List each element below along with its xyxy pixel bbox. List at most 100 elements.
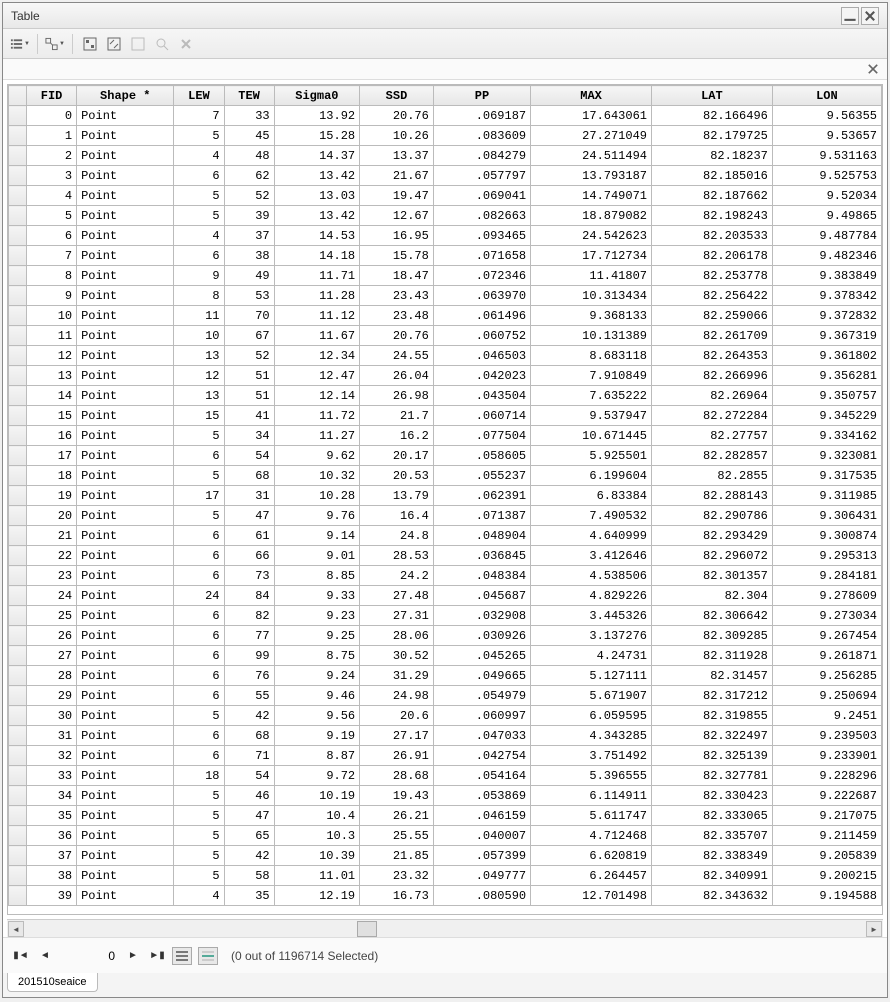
table-row[interactable]: 18Point56810.3220.53.0552376.19960482.28… bbox=[9, 466, 882, 486]
row-selector-cell[interactable] bbox=[9, 826, 27, 846]
layer-tab[interactable]: 201510seaice bbox=[7, 973, 98, 992]
record-number-input[interactable] bbox=[59, 947, 119, 965]
column-header-lon[interactable]: LON bbox=[772, 86, 881, 106]
table-row[interactable]: 13Point125112.4726.04.0420237.91084982.2… bbox=[9, 366, 882, 386]
table-row[interactable]: 31Point6689.1927.17.0470334.34328582.322… bbox=[9, 726, 882, 746]
table-row[interactable]: 12Point135212.3424.55.0465038.68311882.2… bbox=[9, 346, 882, 366]
table-row[interactable]: 7Point63814.1815.78.07165817.71273482.20… bbox=[9, 246, 882, 266]
row-selector-cell[interactable] bbox=[9, 706, 27, 726]
table-row[interactable]: 32Point6718.8726.91.0427543.75149282.325… bbox=[9, 746, 882, 766]
table-row[interactable]: 22Point6669.0128.53.0368453.41264682.296… bbox=[9, 546, 882, 566]
row-selector-cell[interactable] bbox=[9, 286, 27, 306]
table-row[interactable]: 36Point56510.325.55.0400074.71246882.335… bbox=[9, 826, 882, 846]
table-row[interactable]: 37Point54210.3921.85.0573996.62081982.33… bbox=[9, 846, 882, 866]
table-row[interactable]: 29Point6559.4624.98.0549795.67190782.317… bbox=[9, 686, 882, 706]
table-row[interactable]: 1Point54515.2810.26.08360927.27104982.17… bbox=[9, 126, 882, 146]
row-selector-cell[interactable] bbox=[9, 126, 27, 146]
scroll-thumb[interactable] bbox=[357, 921, 377, 937]
table-row[interactable]: 4Point55213.0319.47.06904114.74907182.18… bbox=[9, 186, 882, 206]
row-selector-cell[interactable] bbox=[9, 626, 27, 646]
minimize-button[interactable] bbox=[841, 7, 859, 25]
zoom-selected-button[interactable] bbox=[151, 33, 173, 55]
table-row[interactable]: 28Point6769.2431.29.0496655.12711182.314… bbox=[9, 666, 882, 686]
table-row[interactable]: 24Point24849.3327.48.0456874.82922682.30… bbox=[9, 586, 882, 606]
table-row[interactable]: 38Point55811.0123.32.0497776.26445782.34… bbox=[9, 866, 882, 886]
table-row[interactable]: 20Point5479.7616.4.0713877.49053282.2907… bbox=[9, 506, 882, 526]
related-tables-button[interactable]: ▼ bbox=[44, 33, 66, 55]
row-selector-cell[interactable] bbox=[9, 746, 27, 766]
row-selector-cell[interactable] bbox=[9, 226, 27, 246]
row-selector-cell[interactable] bbox=[9, 406, 27, 426]
table-row[interactable]: 0Point73313.9220.76.06918717.64306182.16… bbox=[9, 106, 882, 126]
row-selector-cell[interactable] bbox=[9, 806, 27, 826]
show-selected-records-button[interactable] bbox=[198, 947, 218, 965]
column-header-lat[interactable]: LAT bbox=[651, 86, 772, 106]
table-row[interactable]: 3Point66213.4221.67.05779713.79318782.18… bbox=[9, 166, 882, 186]
column-header-fid[interactable]: FID bbox=[27, 86, 77, 106]
next-record-button[interactable]: ► bbox=[123, 946, 143, 966]
row-selector-cell[interactable] bbox=[9, 726, 27, 746]
row-selector-cell[interactable] bbox=[9, 146, 27, 166]
table-row[interactable]: 25Point6829.2327.31.0329083.44532682.306… bbox=[9, 606, 882, 626]
table-row[interactable]: 15Point154111.7221.7.0607149.53794782.27… bbox=[9, 406, 882, 426]
row-selector-cell[interactable] bbox=[9, 346, 27, 366]
table-row[interactable]: 5Point53913.4212.67.08266318.87908282.19… bbox=[9, 206, 882, 226]
row-selector-cell[interactable] bbox=[9, 546, 27, 566]
column-header-ssd[interactable]: SSD bbox=[360, 86, 434, 106]
table-row[interactable]: 16Point53411.2716.2.07750410.67144582.27… bbox=[9, 426, 882, 446]
row-selector-cell[interactable] bbox=[9, 646, 27, 666]
table-scroll-area[interactable]: FIDShape *LEWTEWSigma0SSDPPMAXLATLON 0Po… bbox=[7, 84, 883, 915]
table-row[interactable]: 23Point6738.8524.2.0483844.53850682.3013… bbox=[9, 566, 882, 586]
switch-selection-button[interactable] bbox=[103, 33, 125, 55]
row-selector-cell[interactable] bbox=[9, 526, 27, 546]
table-row[interactable]: 39Point43512.1916.73.08059012.70149882.3… bbox=[9, 886, 882, 906]
row-selector-cell[interactable] bbox=[9, 466, 27, 486]
panel-close-button[interactable] bbox=[865, 61, 881, 77]
row-selector-cell[interactable] bbox=[9, 766, 27, 786]
table-row[interactable]: 30Point5429.5620.6.0609976.05959582.3198… bbox=[9, 706, 882, 726]
row-selector-cell[interactable] bbox=[9, 106, 27, 126]
table-row[interactable]: 2Point44814.3713.37.08427924.51149482.18… bbox=[9, 146, 882, 166]
row-selector-cell[interactable] bbox=[9, 686, 27, 706]
row-selector-cell[interactable] bbox=[9, 366, 27, 386]
column-header-tew[interactable]: TEW bbox=[224, 86, 274, 106]
column-header-lew[interactable]: LEW bbox=[174, 86, 224, 106]
table-row[interactable]: 35Point54710.426.21.0461595.61174782.333… bbox=[9, 806, 882, 826]
table-row[interactable]: 9Point85311.2823.43.06397010.31343482.25… bbox=[9, 286, 882, 306]
delete-selected-button[interactable] bbox=[175, 33, 197, 55]
table-row[interactable]: 11Point106711.6720.76.06075210.13138982.… bbox=[9, 326, 882, 346]
row-selector-cell[interactable] bbox=[9, 266, 27, 286]
row-selector-cell[interactable] bbox=[9, 206, 27, 226]
table-row[interactable]: 26Point6779.2528.06.0309263.13727682.309… bbox=[9, 626, 882, 646]
row-selector-cell[interactable] bbox=[9, 166, 27, 186]
row-selector-cell[interactable] bbox=[9, 586, 27, 606]
table-row[interactable]: 33Point18549.7228.68.0541645.39655582.32… bbox=[9, 766, 882, 786]
scroll-left-button[interactable]: ◄ bbox=[8, 921, 24, 937]
previous-record-button[interactable]: ◄ bbox=[35, 946, 55, 966]
table-row[interactable]: 19Point173110.2813.79.0623916.8338482.28… bbox=[9, 486, 882, 506]
table-row[interactable]: 14Point135112.1426.98.0435047.63522282.2… bbox=[9, 386, 882, 406]
table-row[interactable]: 27Point6998.7530.52.0452654.2473182.3119… bbox=[9, 646, 882, 666]
row-selector-cell[interactable] bbox=[9, 186, 27, 206]
row-selector-cell[interactable] bbox=[9, 846, 27, 866]
row-selector-cell[interactable] bbox=[9, 486, 27, 506]
row-selector-cell[interactable] bbox=[9, 666, 27, 686]
table-row[interactable]: 21Point6619.1424.8.0489044.64099982.2934… bbox=[9, 526, 882, 546]
row-selector-cell[interactable] bbox=[9, 426, 27, 446]
close-button[interactable] bbox=[861, 7, 879, 25]
horizontal-scrollbar[interactable]: ◄ ► bbox=[7, 919, 883, 937]
last-record-button[interactable]: ►▮ bbox=[147, 946, 167, 966]
row-selector-cell[interactable] bbox=[9, 606, 27, 626]
row-selector-cell[interactable] bbox=[9, 306, 27, 326]
column-header-sigma0[interactable]: Sigma0 bbox=[274, 86, 360, 106]
column-header-max[interactable]: MAX bbox=[531, 86, 652, 106]
table-row[interactable]: 10Point117011.1223.48.0614969.36813382.2… bbox=[9, 306, 882, 326]
table-row[interactable]: 34Point54610.1919.43.0538696.11491182.33… bbox=[9, 786, 882, 806]
row-selector-cell[interactable] bbox=[9, 326, 27, 346]
row-selector-cell[interactable] bbox=[9, 786, 27, 806]
table-row[interactable]: 17Point6549.6220.17.0586055.92550182.282… bbox=[9, 446, 882, 466]
show-all-records-button[interactable] bbox=[172, 947, 192, 965]
clear-selection-button[interactable] bbox=[127, 33, 149, 55]
row-selector-header[interactable] bbox=[9, 86, 27, 106]
row-selector-cell[interactable] bbox=[9, 246, 27, 266]
